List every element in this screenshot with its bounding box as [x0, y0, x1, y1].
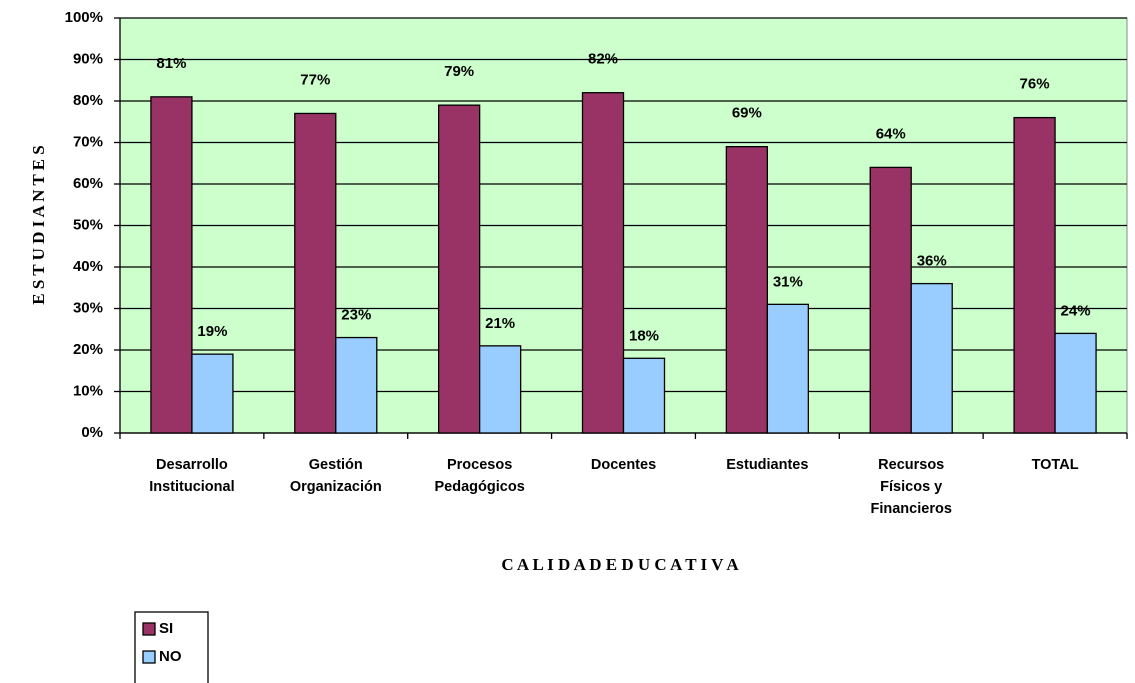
y-tick-label: 10% [73, 382, 103, 399]
data-label: 24% [1061, 302, 1091, 319]
data-label: 81% [156, 55, 186, 72]
bar [294, 112, 337, 434]
y-axis-label: E S T U D I A N T E S [29, 145, 48, 304]
y-tick-label: 80% [73, 92, 103, 109]
x-tick-label: Recursos Físicos y Financieros [870, 457, 952, 517]
y-tick-label: 40% [73, 258, 103, 275]
data-label: 79% [444, 63, 474, 80]
y-tick-label: 50% [73, 216, 103, 233]
y-tick-label: 0% [81, 424, 103, 441]
bar [1013, 116, 1056, 434]
x-axis-label: C A L I D A D E D U C A T I V A [501, 555, 739, 574]
data-label: 77% [300, 71, 330, 88]
y-tick-label: 100% [65, 9, 103, 26]
y-tick-label: 20% [73, 341, 103, 358]
bar [478, 345, 522, 434]
data-label: 21% [485, 315, 515, 332]
bar [150, 96, 193, 434]
bar [335, 336, 378, 434]
data-label: 18% [629, 327, 659, 344]
legend-swatch [142, 650, 156, 664]
bar [191, 353, 234, 434]
x-tick-label: TOTAL [1031, 457, 1079, 473]
x-tick-label: Gestión Organización [289, 457, 382, 495]
data-label: 31% [773, 273, 803, 290]
legend-swatch [142, 622, 156, 636]
y-tick-label: 90% [73, 50, 103, 67]
bar [910, 282, 953, 434]
x-tick-label: Procesos Pedagógicos [434, 457, 525, 495]
bar [766, 303, 810, 434]
data-label: 64% [876, 125, 906, 142]
data-label: 36% [917, 253, 947, 270]
bar [725, 145, 769, 434]
data-label: 82% [588, 51, 618, 68]
bar [622, 357, 666, 434]
data-label: 19% [197, 323, 227, 340]
legend-label: SI [159, 620, 173, 637]
bar [1054, 332, 1097, 434]
data-label: 23% [341, 307, 371, 324]
y-tick-label: 70% [73, 133, 103, 150]
y-tick-label: 30% [73, 299, 103, 316]
y-tick-label: 60% [73, 175, 103, 192]
bar [437, 104, 481, 434]
x-tick-label: Docentes [590, 457, 657, 473]
x-tick-label: Desarrollo Institucional [149, 457, 235, 495]
data-label: 69% [732, 105, 762, 122]
bar [869, 166, 912, 434]
legend-label: NO [159, 648, 182, 665]
bar [581, 92, 625, 434]
x-tick-label: Estudiantes [726, 457, 809, 473]
data-label: 76% [1020, 76, 1050, 93]
